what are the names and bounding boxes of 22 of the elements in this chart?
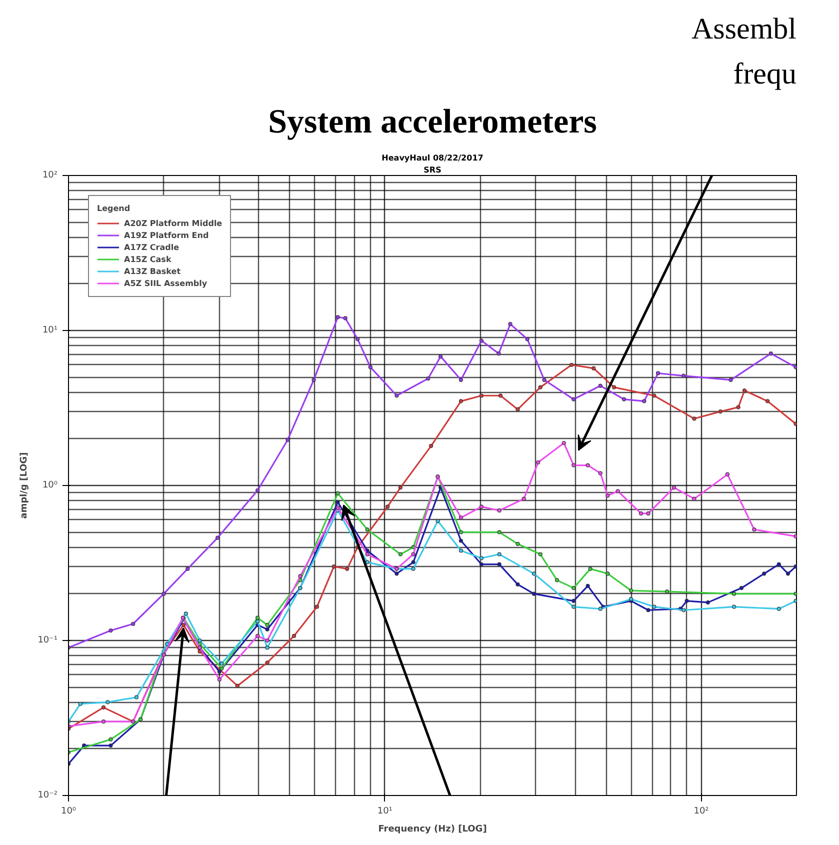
legend-label: A5Z SIIL Assembly xyxy=(124,278,208,288)
y-axis-title: ampl/g [LOG] xyxy=(20,452,30,519)
y-tick-label: 10² xyxy=(42,170,58,180)
legend-label: A19Z Platform End xyxy=(124,230,209,240)
y-tick-label: 10⁻¹ xyxy=(38,636,58,646)
y-tick-label: 10⁻² xyxy=(38,790,58,800)
text: System accelerometers xyxy=(268,104,597,140)
text: frequ xyxy=(733,58,796,90)
legend-label: A15Z Cask xyxy=(124,254,172,264)
chart-subtitle: SRS xyxy=(424,166,442,174)
legend-label: A13Z Basket xyxy=(124,266,181,276)
text: Assembl xyxy=(692,12,796,46)
chart-title: HeavyHaul 08/22/2017 xyxy=(382,154,484,162)
legend-label: A17Z Cradle xyxy=(124,242,180,252)
legend-label: A20Z Platform Middle xyxy=(124,218,222,228)
x-tick-label: 10¹ xyxy=(377,806,393,816)
x-tick-label: 10⁰ xyxy=(60,806,76,816)
y-tick-label: 10¹ xyxy=(42,326,58,336)
x-tick-label: 10² xyxy=(694,806,710,816)
x-axis-title: Frequency (Hz) [LOG] xyxy=(378,824,487,834)
legend-title: Legend xyxy=(97,204,132,213)
y-tick-label: 10⁰ xyxy=(42,480,58,490)
